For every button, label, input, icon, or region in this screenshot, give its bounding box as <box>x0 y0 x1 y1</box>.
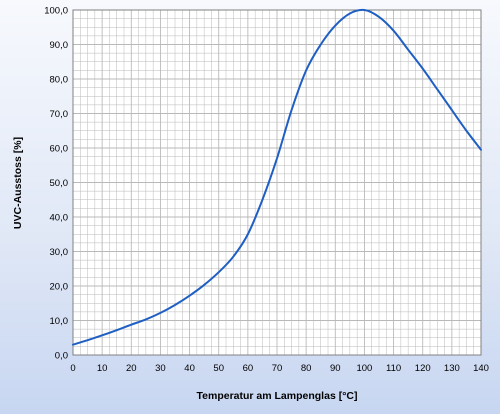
x-tick-label: 90 <box>330 363 341 374</box>
y-tick-label: 80,0 <box>50 75 69 86</box>
x-tick-label: 80 <box>301 363 312 374</box>
x-tick-label: 40 <box>184 363 195 374</box>
y-axis-ticks: 0,0 10,0 20,0 30,0 40,0 50,0 60,0 70,0 80,0 90,0 1… <box>44 6 68 362</box>
x-tick-label: 100 <box>356 363 372 374</box>
x-tick-label: 70 <box>272 363 283 374</box>
y-tick-label: 60,0 <box>50 144 69 155</box>
x-tick-label: 50 <box>213 363 224 374</box>
y-tick-label: 90,0 <box>50 40 69 51</box>
x-axis-title: Temperatur am Lampenglas [°C] <box>197 390 358 402</box>
y-axis-title: UVC-Ausstoss [%] <box>12 137 24 229</box>
y-tick-label: 50,0 <box>50 178 69 189</box>
major-grid <box>73 10 481 355</box>
y-tick-label: 70,0 <box>50 109 69 120</box>
y-tick-label: 0,0 <box>55 351 68 362</box>
x-tick-label: 120 <box>415 363 431 374</box>
x-tick-label: 10 <box>97 363 108 374</box>
uvc-output-line <box>72 8 482 346</box>
y-tick-label: 10,0 <box>50 316 69 327</box>
x-tick-label: 30 <box>155 363 166 374</box>
y-tick-label: 30,0 <box>50 247 69 258</box>
x-tick-label: 60 <box>243 363 254 374</box>
y-tick-label: 20,0 <box>50 282 69 293</box>
x-tick-label: 130 <box>444 363 460 374</box>
x-axis-ticks: 0 10 20 30 40 50 60 70 80 90 100 110 120 130 140 <box>70 363 489 374</box>
y-tick-label: 100,0 <box>44 6 68 17</box>
y-tick-label: 40,0 <box>50 213 69 224</box>
x-tick-label: 20 <box>126 363 137 374</box>
x-tick-label: 140 <box>473 363 489 374</box>
plot-area-border <box>72 9 482 356</box>
x-tick-label: 110 <box>386 363 401 374</box>
x-tick-label: 0 <box>70 363 75 374</box>
